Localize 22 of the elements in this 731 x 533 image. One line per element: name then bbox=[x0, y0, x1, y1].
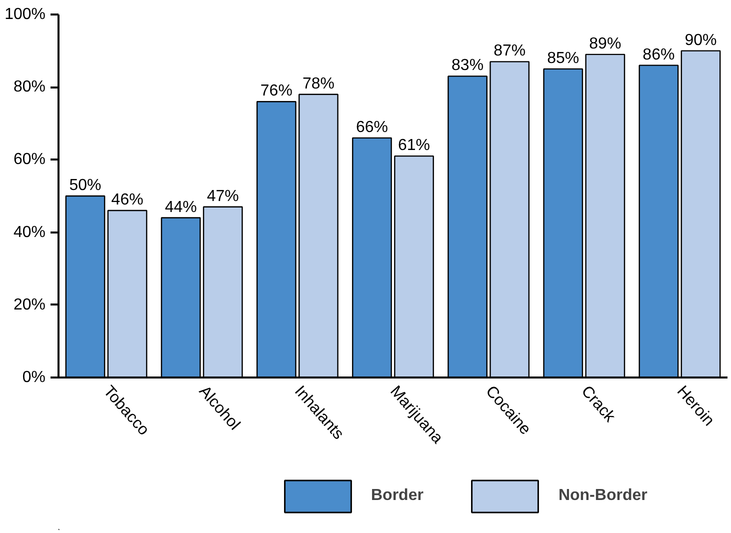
y-tick-label: 20% bbox=[13, 296, 46, 314]
data-label: 46% bbox=[111, 192, 144, 209]
legend-label: Non-Border bbox=[558, 487, 648, 505]
y-tick-label: 0% bbox=[22, 369, 46, 386]
data-label: 76% bbox=[260, 82, 292, 100]
data-label: 44% bbox=[164, 198, 197, 216]
data-label: 78% bbox=[302, 75, 334, 92]
data-label: 61% bbox=[398, 137, 430, 154]
data-label: 89% bbox=[589, 35, 622, 52]
data-label: 90% bbox=[684, 32, 717, 49]
legend-label: Border bbox=[371, 487, 424, 505]
y-tick-label: 60% bbox=[13, 151, 46, 168]
data-label: 66% bbox=[356, 118, 388, 136]
y-tick-label: 100% bbox=[4, 6, 46, 23]
data-label: 87% bbox=[494, 42, 526, 60]
data-label: 47% bbox=[206, 188, 239, 205]
data-label: 50% bbox=[69, 177, 102, 194]
y-tick-label: 80% bbox=[13, 78, 46, 96]
y-tick-label: 40% bbox=[13, 224, 46, 241]
data-label: 85% bbox=[547, 50, 580, 67]
data-label: 83% bbox=[452, 57, 484, 74]
data-label: 86% bbox=[642, 46, 675, 64]
